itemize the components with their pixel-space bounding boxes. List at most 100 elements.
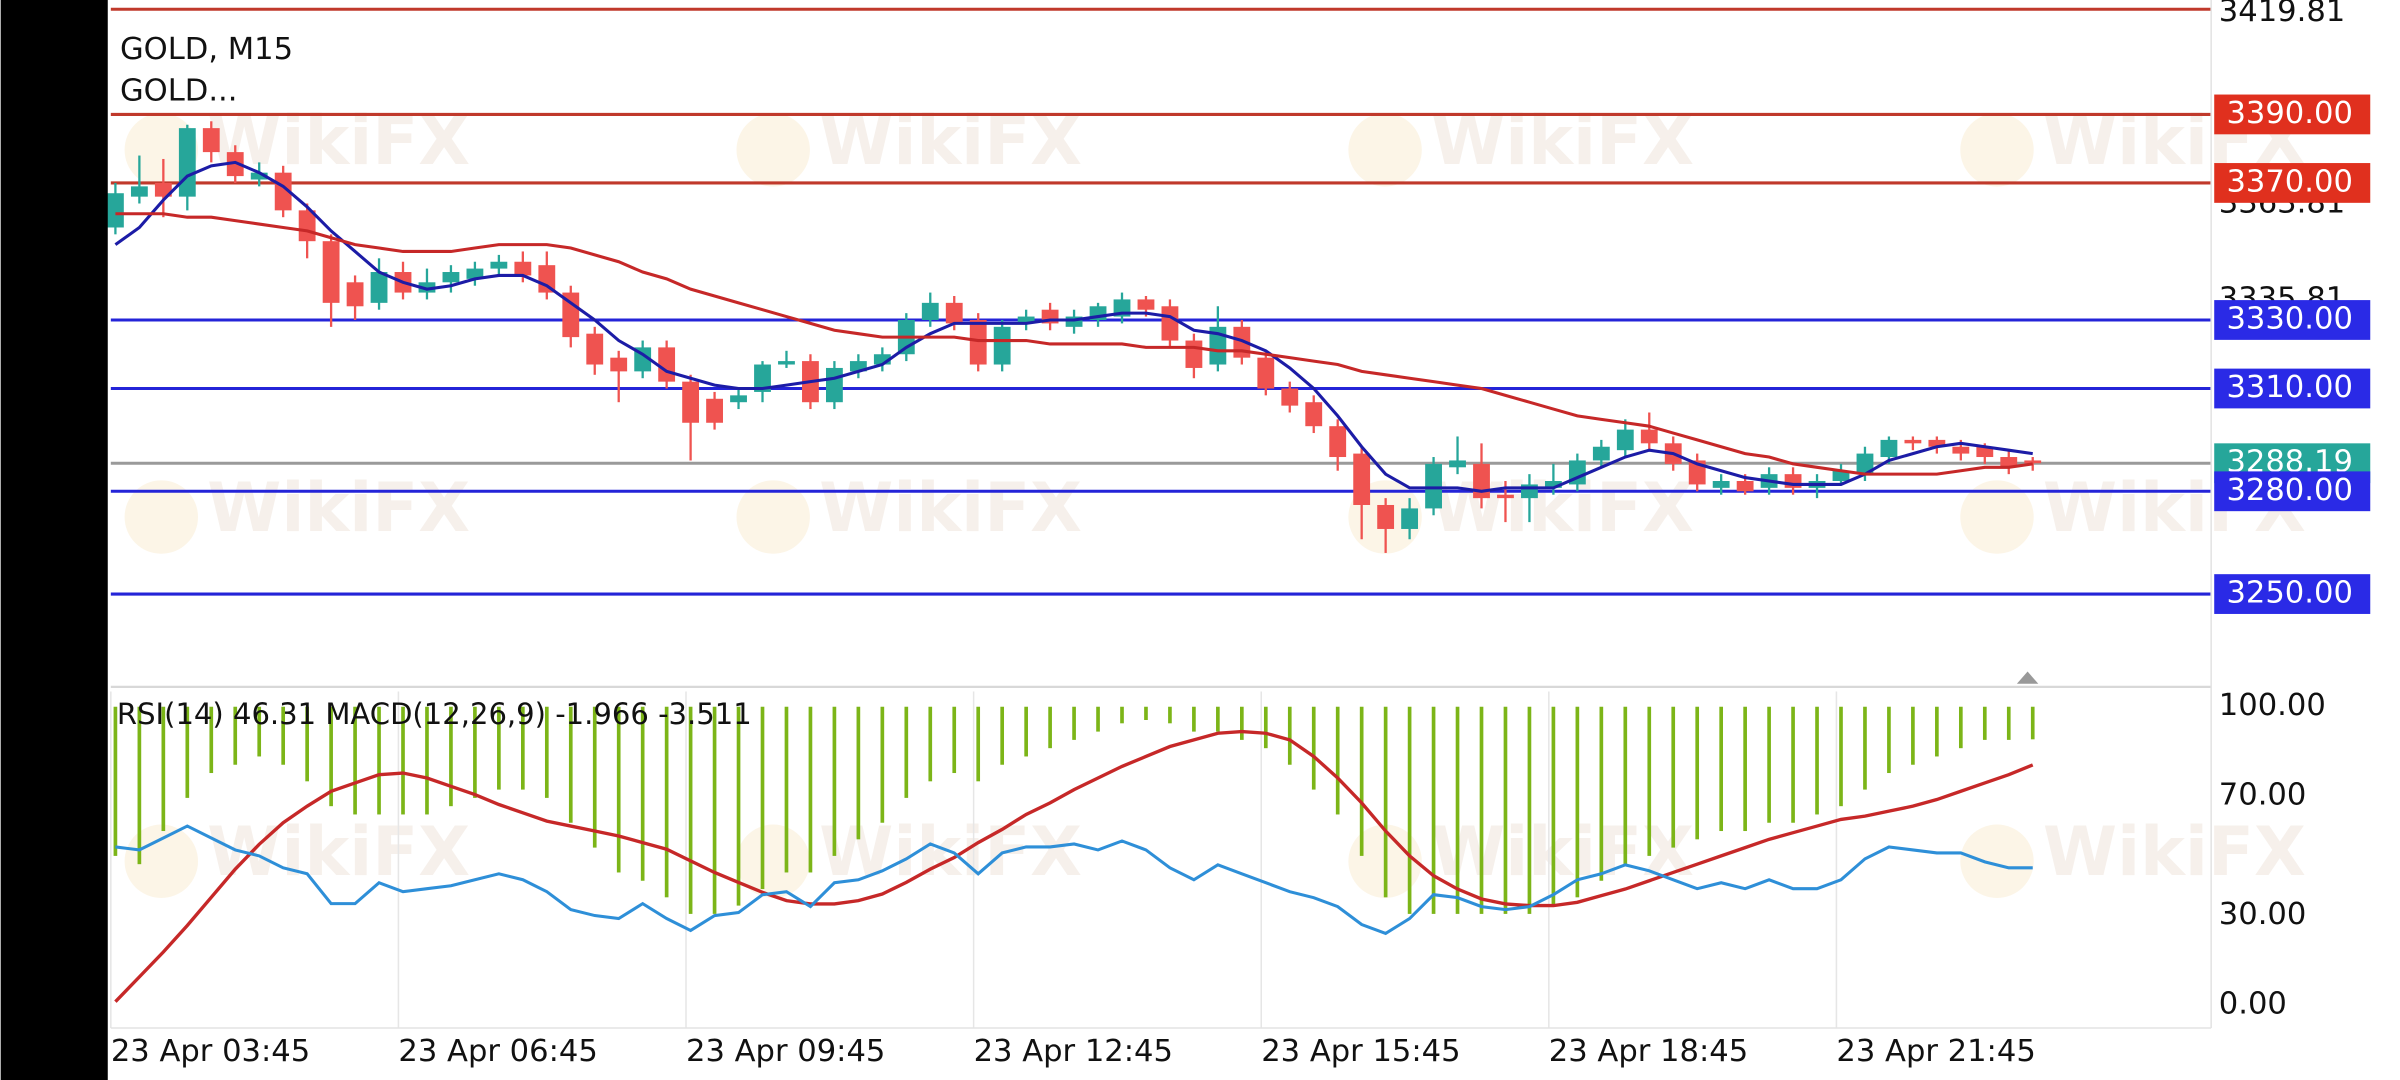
candle-body [154,182,172,197]
candle-body [106,193,124,228]
macd-bar [712,706,717,914]
level-box [2214,574,2371,614]
watermark-logo [124,480,199,554]
candle-body [1976,446,1994,458]
watermark-logo [1960,824,2034,898]
candle-body [1616,429,1634,451]
macd-bar [1791,706,1795,823]
candle-body [1353,453,1371,505]
macd-bar [1935,706,1939,757]
grid [110,691,1838,1028]
x-tick-label: 23 Apr 18:45 [1549,1034,1748,1069]
x-tick-label: 23 Apr 09:45 [686,1034,885,1069]
macd-bar [736,706,741,906]
macd-bar [832,706,837,856]
candle-body [1065,316,1083,327]
level-box [2214,300,2371,340]
macd-bar [1599,706,1604,881]
macd-bar [1863,706,1867,790]
macd-bar [1623,706,1628,865]
macd-bar [1287,706,1292,765]
macd-bar [904,706,909,798]
macd-bar [1407,706,1412,914]
candle-body [945,302,963,324]
candle-body [2024,460,2042,464]
candle-body [202,128,220,153]
candle-body [346,282,364,307]
candle-body [658,347,676,382]
candle-body [1904,439,1922,444]
watermark: WikiFX [207,469,470,547]
candle-body [370,272,388,303]
macd-bar [1479,706,1484,914]
macd-bar [497,706,501,790]
candle-body [538,265,556,293]
macd-bar [1263,706,1268,749]
candle-body [1952,446,1970,454]
macd-bar [664,706,669,898]
watermark-logo [736,480,810,554]
macd-bar [928,706,933,782]
macd-bar [1982,706,1987,740]
macd-bar [1431,706,1436,914]
candle-body [1161,306,1179,341]
candle-body [418,282,436,293]
candle-body [1736,481,1754,492]
candle-body [1712,481,1730,488]
macd-bar [1551,706,1556,906]
macd-bar [976,706,981,782]
macd-bar [880,706,885,823]
macd-bar [1311,706,1316,790]
macd-bar [808,706,813,873]
macd-bar [1671,706,1676,848]
macd-bar [1719,706,1724,832]
watermark-logo [124,824,199,898]
candle-body [514,261,532,276]
macd-bar [377,706,381,815]
indicator-tick-label: 70.00 [2219,778,2307,813]
macd-bar [1911,706,1915,765]
macd-bar [1359,706,1364,856]
moving-average-line [115,212,2033,476]
candle-body [993,326,1011,365]
level-label: 3330.00 [2226,301,2352,336]
macd-bar [1695,706,1700,840]
candle-body [1137,299,1155,310]
macd-bar [1887,706,1891,774]
macd-bar [425,706,429,815]
watermark-logo [1348,113,1422,187]
candle-body [1856,453,1874,475]
candle-body [1832,470,1850,482]
indicator-tick-label: 0.00 [2219,987,2287,1022]
watermark-logo [736,113,810,187]
candle-body [1449,460,1466,468]
macd-bar [257,706,262,757]
macd-signal-line [114,729,2034,1003]
macd-bar [473,706,477,798]
macd-bar [952,706,957,774]
candle-body [706,398,723,423]
macd-bar [1120,706,1124,724]
candle-body [490,261,508,269]
candle-body [754,364,771,392]
macd-bar [1455,706,1460,914]
candle-body [1185,340,1203,368]
candle-body [1017,316,1035,324]
macd-bar [281,706,286,765]
x-tick-label: 23 Apr 21:45 [1836,1034,2035,1069]
macd-bar [1503,706,1508,914]
macd-bar [1216,706,1220,732]
macd-bar [161,706,166,832]
macd-bar [1767,706,1771,823]
candle-body [825,367,843,403]
macd-bar [521,706,525,790]
candle-body [1592,446,1610,461]
chart-subtitle: GOLD... [120,73,238,108]
macd-bar [1024,706,1028,757]
watermark: WikiFX [2043,813,2306,891]
macd-bar [1958,706,1963,749]
macd-bar [1144,706,1148,720]
candle-body [130,186,148,197]
macd-bar [329,706,333,807]
